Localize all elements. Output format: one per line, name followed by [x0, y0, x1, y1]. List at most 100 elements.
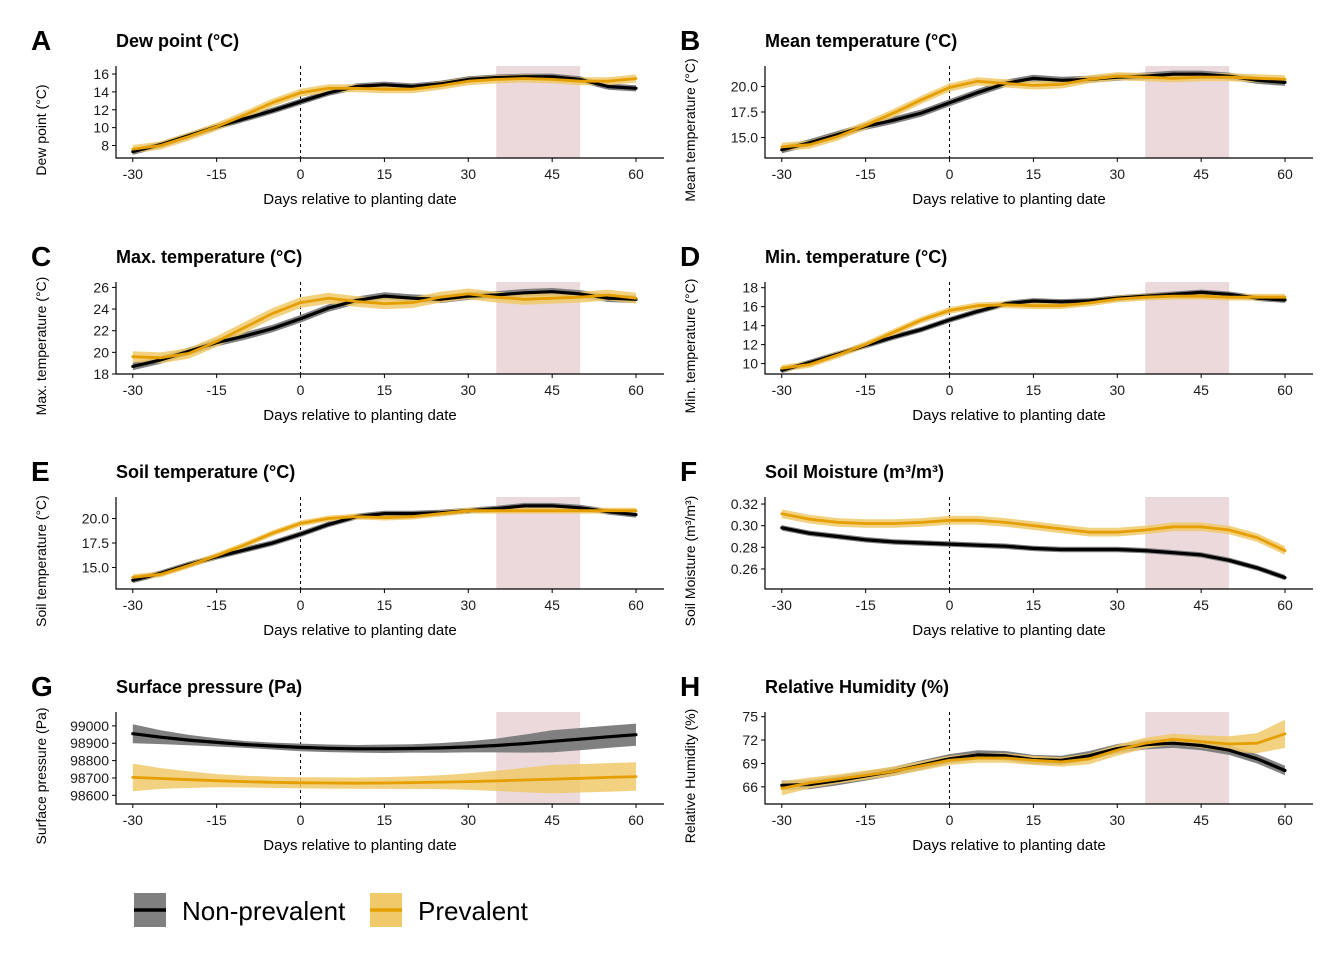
y-tick-label-c: 24 — [93, 301, 109, 317]
panel-title-d: Min. temperature (°C) — [765, 247, 947, 267]
plot-area-h — [780, 712, 1287, 804]
x-tick-label-c: -30 — [123, 382, 143, 398]
x-tick-label-b: 0 — [946, 166, 954, 182]
y-tick-label-d: 18 — [742, 280, 758, 296]
confidence-band-prevalent-g — [132, 762, 637, 794]
y-tick-label-h: 66 — [742, 779, 758, 795]
x-tick-label-c: 15 — [377, 382, 393, 398]
y-axis-label-e: Soil temperature (°C) — [33, 495, 49, 627]
panel-title-b: Mean temperature (°C) — [765, 31, 957, 51]
legend-key-prevalent — [370, 893, 402, 927]
y-axis-label-h: Relative Humidity (%) — [682, 709, 698, 844]
x-tick-label-g: 0 — [297, 812, 305, 828]
x-tick-label-g: 60 — [628, 812, 644, 828]
plot-area-f — [780, 497, 1287, 589]
x-tick-label-a: 30 — [460, 166, 476, 182]
y-tick-label-b: 20.0 — [731, 78, 758, 94]
y-tick-label-c: 26 — [93, 279, 109, 295]
y-tick-label-a: 10 — [93, 120, 109, 136]
confidence-band-prevalent-f — [781, 509, 1285, 555]
y-axis-label-d: Min. temperature (°C) — [682, 279, 698, 414]
series-line-prevalent-a — [131, 77, 638, 151]
y-tick-label-a: 12 — [93, 102, 109, 118]
x-tick-label-b: 15 — [1026, 166, 1042, 182]
x-axis-label-d: Days relative to planting date — [912, 407, 1105, 424]
y-tick-label-e: 17.5 — [82, 535, 109, 551]
panel-a: A Dew point (°C) -30 -15 0 15 30 45 60 Days relat… — [31, 25, 664, 208]
legend: Non-prevalent Prevalent — [130, 888, 650, 938]
series-line-prevalent-e — [131, 509, 638, 579]
series-line-prevalent-f — [780, 512, 1287, 552]
x-axis-label-e: Days relative to planting date — [263, 622, 456, 639]
x-tick-label-a: 60 — [628, 166, 644, 182]
y-tick-label-c: 20 — [93, 344, 109, 360]
x-tick-label-b: 45 — [1193, 166, 1209, 182]
x-axis-label-h: Days relative to planting date — [912, 837, 1105, 854]
panel-title-g: Surface pressure (Pa) — [116, 677, 302, 697]
series-line-prevalent-d — [780, 294, 1287, 370]
panel-b: B Mean temperature (°C) -30 -15 0 15 30 45 60 Day… — [680, 25, 1313, 208]
series-line-prevalent-c — [131, 292, 638, 360]
x-tick-label-d: 15 — [1026, 382, 1042, 398]
panel-h: H Relative Humidity (%) -30 -15 0 15 30 45 60 Day… — [680, 671, 1313, 854]
panel-g: G Surface pressure (Pa) -30 -15 0 15 30 45 60 Day… — [31, 671, 664, 854]
plot-area-g — [131, 712, 638, 804]
x-tick-label-f: 15 — [1026, 597, 1042, 613]
legend-key-non-prevalent — [134, 893, 166, 927]
x-tick-label-h: 30 — [1109, 812, 1125, 828]
series-line-non-prevalent-g — [131, 732, 638, 751]
x-tick-label-e: 45 — [544, 597, 560, 613]
x-tick-label-g: 15 — [377, 812, 393, 828]
x-tick-label-e: 0 — [297, 597, 305, 613]
panel-title-c: Max. temperature (°C) — [116, 247, 302, 267]
panel-d: D Min. temperature (°C) -30 -15 0 15 30 45 60 Day… — [680, 241, 1313, 424]
figure: A Dew point (°C) -30 -15 0 15 30 45 60 Days relat… — [31, 25, 1313, 854]
y-tick-label-a: 14 — [93, 84, 109, 100]
x-tick-label-e: 60 — [628, 597, 644, 613]
y-tick-label-e: 20.0 — [82, 511, 109, 527]
x-axis-label-b: Days relative to planting date — [912, 191, 1105, 208]
y-tick-label-f: 0.28 — [731, 539, 758, 555]
confidence-band-prevalent-b — [781, 72, 1285, 151]
x-tick-label-a: 15 — [377, 166, 393, 182]
x-tick-label-g: -30 — [123, 812, 143, 828]
x-tick-label-d: 60 — [1277, 382, 1293, 398]
series-line-prevalent-h — [780, 732, 1287, 790]
panel-letter-d: D — [680, 241, 700, 272]
y-tick-label-d: 12 — [742, 337, 758, 353]
panel-title-a: Dew point (°C) — [116, 31, 239, 51]
panel-title-h: Relative Humidity (%) — [765, 677, 949, 697]
y-axis-label-a: Dew point (°C) — [33, 84, 49, 175]
panel-f: F Soil Moisture (m³/m³) -30 -15 0 15 30 45 60 Day… — [680, 456, 1313, 639]
y-tick-label-h: 72 — [742, 732, 758, 748]
panel-title-e: Soil temperature (°C) — [116, 462, 295, 482]
x-tick-label-a: -30 — [123, 166, 143, 182]
y-tick-label-b: 15.0 — [731, 130, 758, 146]
y-tick-label-f: 0.30 — [731, 518, 758, 534]
y-tick-label-b: 17.5 — [731, 104, 758, 120]
y-tick-label-a: 8 — [101, 137, 109, 153]
x-tick-label-d: 0 — [946, 382, 954, 398]
y-axis-label-f: Soil Moisture (m³/m³) — [682, 496, 698, 627]
x-tick-label-b: -15 — [856, 166, 876, 182]
x-tick-label-b: 30 — [1109, 166, 1125, 182]
y-tick-label-f: 0.26 — [731, 561, 758, 577]
x-axis-label-f: Days relative to planting date — [912, 622, 1105, 639]
x-tick-label-f: 60 — [1277, 597, 1293, 613]
plot-area-d — [780, 282, 1287, 374]
panel-c: C Max. temperature (°C) -30 -15 0 15 30 45 60 Day… — [31, 241, 664, 424]
x-axis-label-g: Days relative to planting date — [263, 837, 456, 854]
highlight-window-h — [1145, 712, 1230, 804]
y-tick-label-g: 98800 — [70, 753, 109, 769]
y-tick-label-c: 18 — [93, 366, 109, 382]
y-tick-label-g: 98700 — [70, 770, 109, 786]
y-tick-label-c: 22 — [93, 323, 109, 339]
plot-area-e — [131, 497, 638, 589]
x-tick-label-g: 45 — [544, 812, 560, 828]
x-tick-label-f: 30 — [1109, 597, 1125, 613]
panel-letter-b: B — [680, 25, 700, 56]
x-tick-label-h: 0 — [946, 812, 954, 828]
panel-letter-h: H — [680, 671, 700, 702]
x-tick-label-a: 45 — [544, 166, 560, 182]
x-tick-label-d: -15 — [856, 382, 876, 398]
